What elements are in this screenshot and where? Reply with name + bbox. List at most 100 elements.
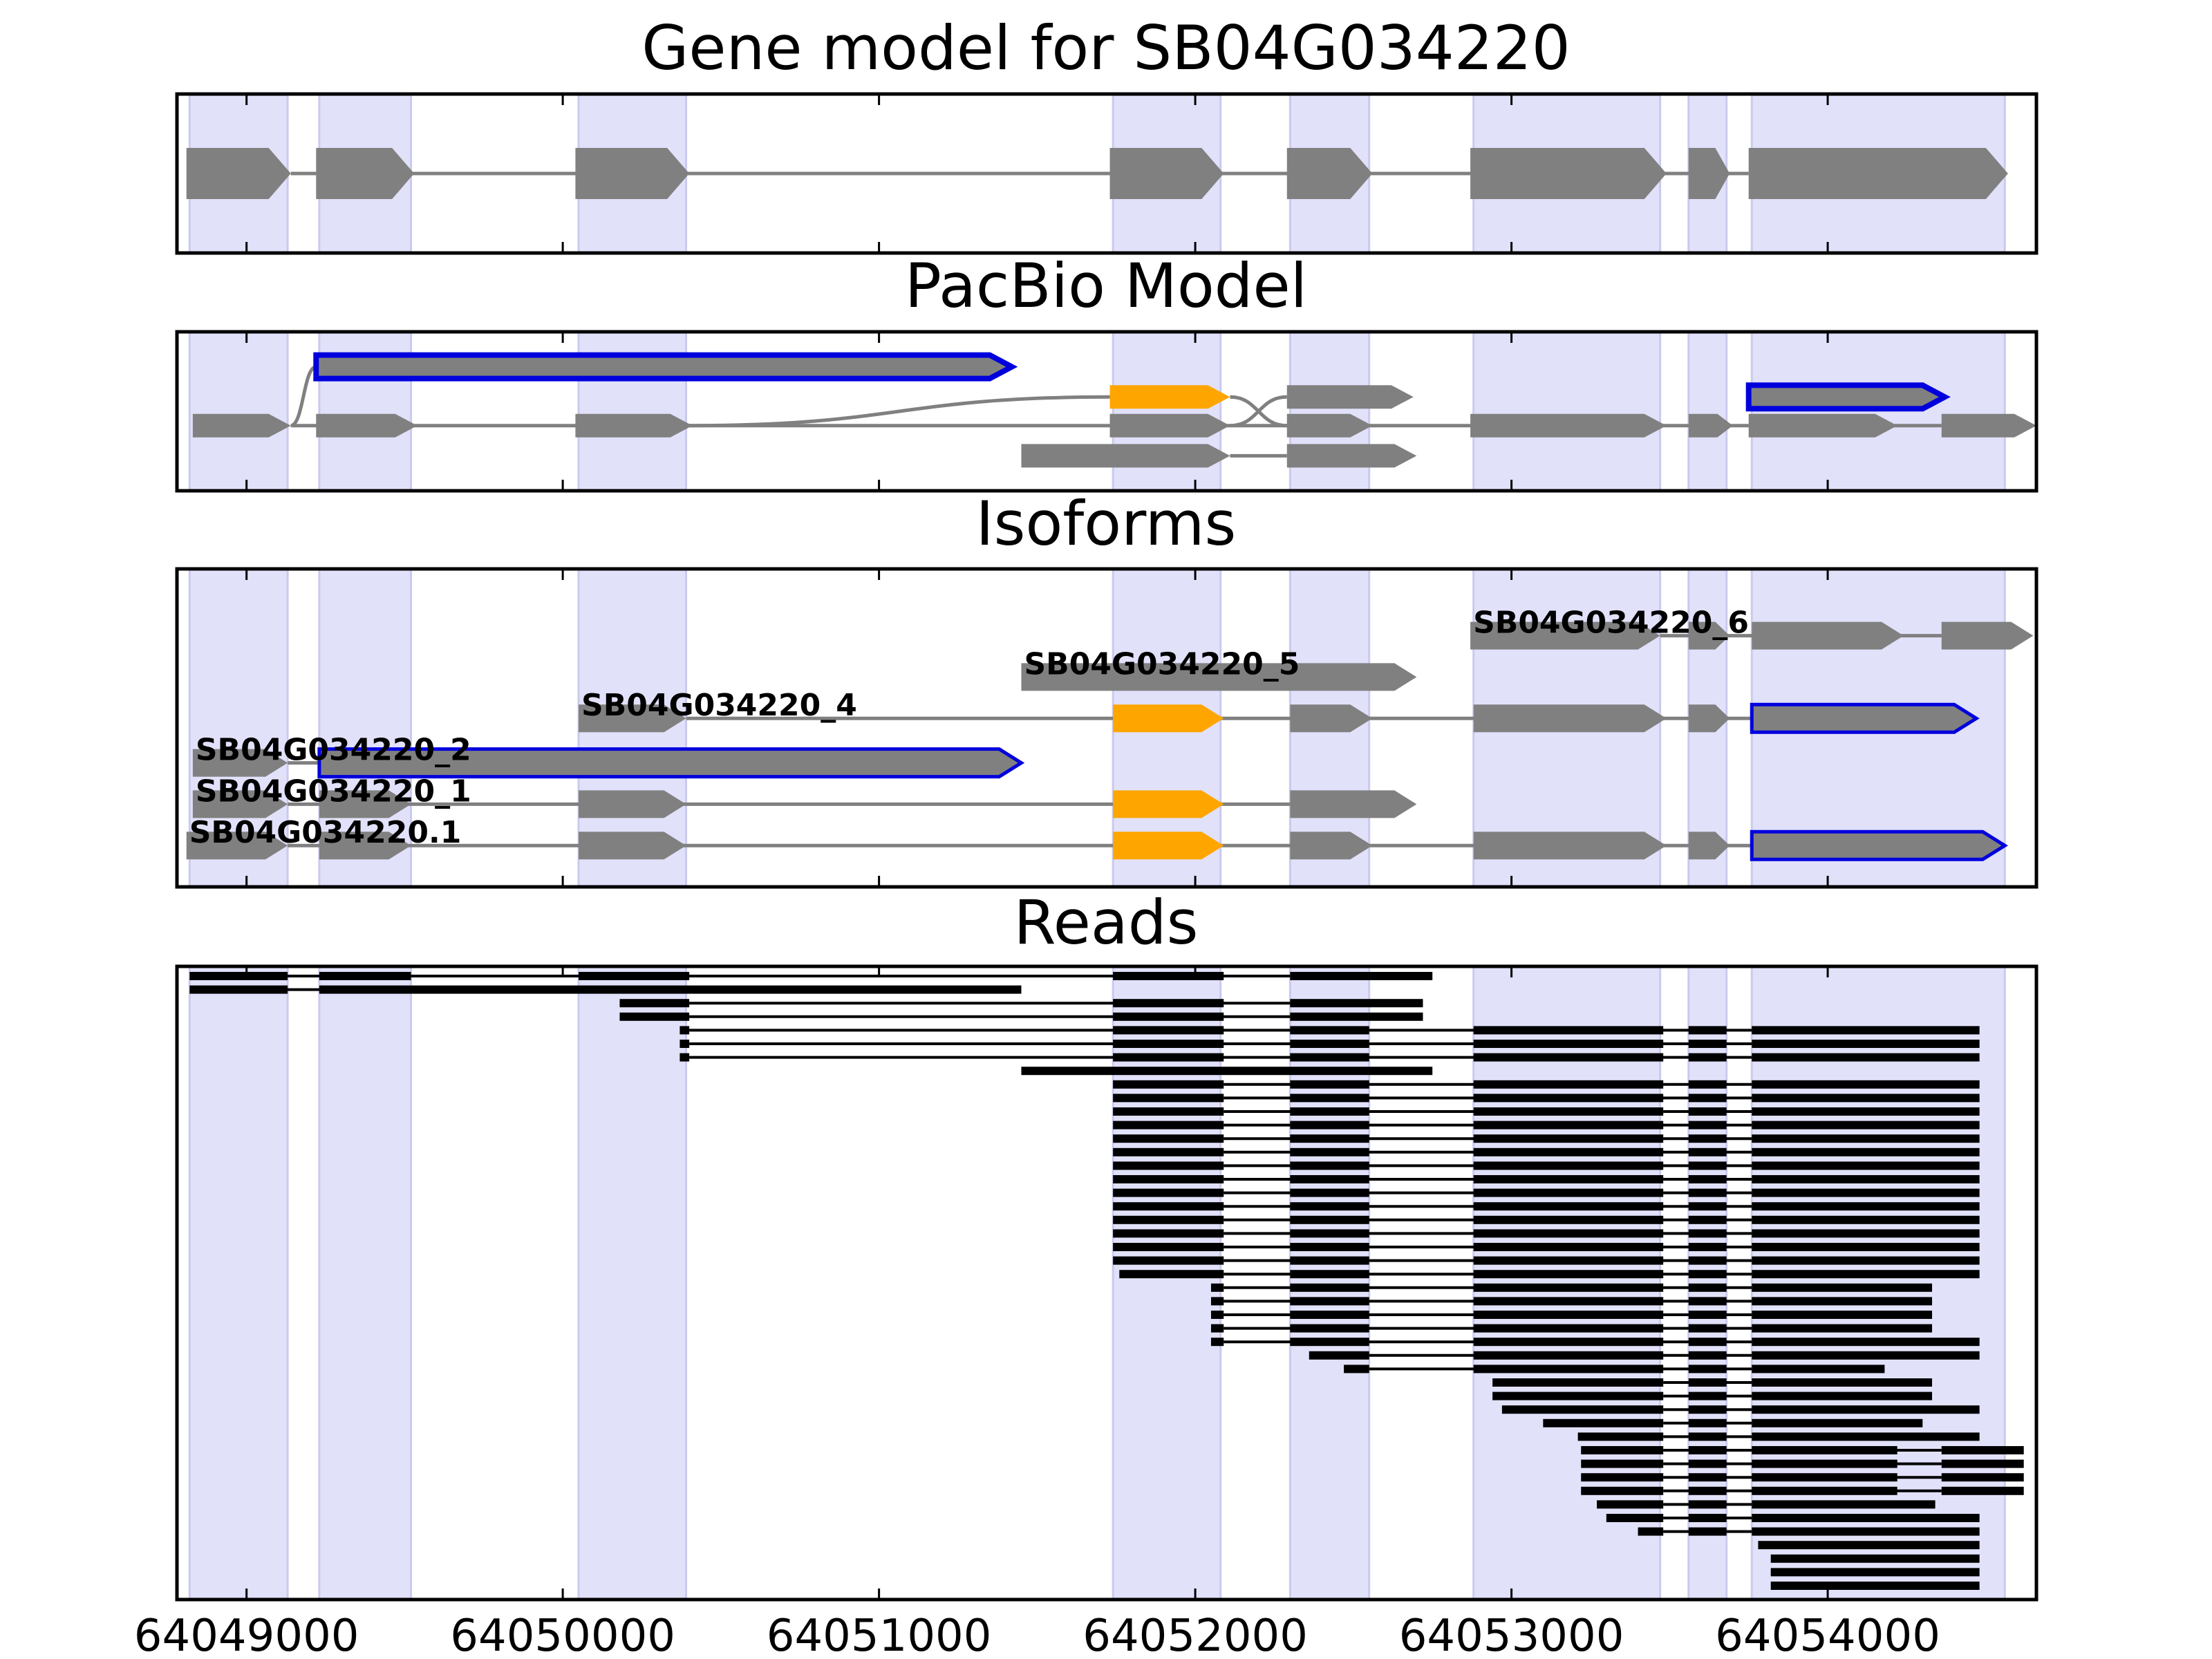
read-block bbox=[1210, 1283, 1224, 1292]
read-block bbox=[1688, 1215, 1727, 1224]
exon-arrow bbox=[317, 747, 1025, 779]
read bbox=[1021, 1067, 1433, 1076]
exon-band bbox=[1687, 330, 1728, 492]
read-block bbox=[1752, 1514, 1980, 1522]
feature-track bbox=[192, 413, 2036, 438]
read-block bbox=[1752, 1134, 1980, 1143]
read-block bbox=[1290, 1080, 1369, 1089]
read-block bbox=[1577, 1432, 1664, 1441]
read bbox=[1344, 1365, 1885, 1374]
read-block bbox=[1688, 1486, 1727, 1495]
exon-band bbox=[1472, 330, 1662, 492]
exon-arrow bbox=[316, 148, 415, 199]
read-block bbox=[1290, 1094, 1369, 1103]
read-block bbox=[1543, 1418, 1664, 1427]
read bbox=[679, 1040, 1980, 1048]
read-block bbox=[1113, 999, 1224, 1008]
read-block bbox=[1688, 1107, 1727, 1116]
feature-track: SB04G034220_2 bbox=[192, 733, 1025, 779]
read bbox=[1581, 1446, 2024, 1454]
read-block bbox=[1752, 1446, 1897, 1454]
read-block bbox=[1688, 1365, 1727, 1374]
read-block bbox=[1752, 1107, 1980, 1116]
read-block bbox=[1473, 1080, 1664, 1089]
read-block bbox=[1752, 1338, 1980, 1347]
read-block bbox=[1290, 1202, 1369, 1211]
read bbox=[1113, 1080, 1980, 1089]
read bbox=[1210, 1297, 1933, 1306]
tracks-layer: SB04G034220_6 SB04G034220_5 SB04G034220_4 S… bbox=[186, 148, 2036, 1590]
exon-arrow bbox=[579, 790, 686, 818]
exon-band bbox=[188, 330, 289, 492]
read-block bbox=[1113, 1175, 1224, 1183]
read-block bbox=[1113, 1026, 1224, 1035]
exon-arrow bbox=[186, 148, 291, 199]
read-block bbox=[1752, 1175, 1980, 1183]
read-block bbox=[1597, 1500, 1664, 1509]
exon-band bbox=[318, 965, 413, 1601]
x-tick-label: 64053000 bbox=[1399, 1611, 1624, 1659]
exon-arrow bbox=[1021, 663, 1417, 691]
read-block bbox=[679, 1040, 690, 1048]
read-block bbox=[1290, 1188, 1369, 1197]
panel-title-pacbio-model: PacBio Model bbox=[905, 250, 1307, 321]
read-block bbox=[1113, 1229, 1224, 1238]
exon-band bbox=[577, 965, 688, 1601]
read-block bbox=[1941, 1459, 2024, 1468]
read-block bbox=[1290, 1283, 1369, 1292]
feature-track bbox=[1745, 382, 1951, 412]
read-block bbox=[1290, 1215, 1369, 1224]
read-block bbox=[1473, 1311, 1664, 1319]
read-block bbox=[1473, 1094, 1664, 1103]
exon-arrow bbox=[316, 413, 418, 438]
read-block bbox=[1473, 1107, 1664, 1116]
read-block bbox=[1473, 1243, 1664, 1251]
read-block bbox=[1210, 1297, 1224, 1306]
read-block bbox=[1113, 1053, 1224, 1062]
exon-arrow bbox=[1286, 413, 1373, 438]
read-block bbox=[1941, 1446, 2024, 1454]
exon-arrow bbox=[1290, 832, 1373, 860]
read-block bbox=[619, 999, 690, 1008]
feature-track bbox=[186, 148, 2008, 199]
read-block bbox=[1290, 1121, 1369, 1130]
read-block bbox=[1752, 1188, 1980, 1197]
exon-arrow bbox=[1473, 832, 1667, 860]
read bbox=[1119, 1270, 1980, 1279]
panel-title-gene-model: Gene model for SB04G034220 bbox=[641, 12, 1571, 84]
read-block bbox=[1473, 1297, 1664, 1306]
read-block bbox=[1473, 1202, 1664, 1211]
read-block bbox=[1473, 1256, 1664, 1265]
x-tick-label: 64050000 bbox=[450, 1611, 675, 1659]
exon-arrow bbox=[1750, 702, 1980, 734]
read-block bbox=[1113, 1188, 1224, 1197]
read bbox=[679, 1026, 1980, 1035]
exon-arrow bbox=[1688, 621, 1730, 650]
read-block bbox=[679, 1053, 690, 1062]
read bbox=[1770, 1582, 1980, 1590]
exon-arrow bbox=[1470, 413, 1667, 438]
read bbox=[189, 985, 1022, 994]
read-block bbox=[1473, 1229, 1664, 1238]
exon-arrow bbox=[192, 790, 288, 818]
read bbox=[1638, 1527, 1980, 1536]
exon-arrow bbox=[1688, 413, 1733, 438]
exon-arrow bbox=[1752, 621, 1904, 650]
read-block bbox=[1473, 1351, 1664, 1360]
read bbox=[1581, 1473, 2024, 1482]
read-block bbox=[1752, 1053, 1980, 1062]
read-block bbox=[1290, 1107, 1369, 1116]
read-block bbox=[1688, 1134, 1727, 1143]
read-block bbox=[1752, 1161, 1980, 1170]
read-block bbox=[1473, 1161, 1664, 1170]
exon-arrow bbox=[1109, 413, 1230, 438]
read bbox=[1113, 1202, 1980, 1211]
panel-title-isoforms: Isoforms bbox=[976, 488, 1237, 559]
exon-arrow bbox=[1286, 148, 1373, 199]
read-block bbox=[1770, 1568, 1980, 1577]
read-block bbox=[1752, 1080, 1980, 1089]
exon-arrow bbox=[1286, 385, 1414, 409]
feature-track: SB04G034220.1 bbox=[186, 815, 2008, 861]
read-block bbox=[1770, 1582, 1980, 1590]
read-block bbox=[1290, 972, 1433, 980]
